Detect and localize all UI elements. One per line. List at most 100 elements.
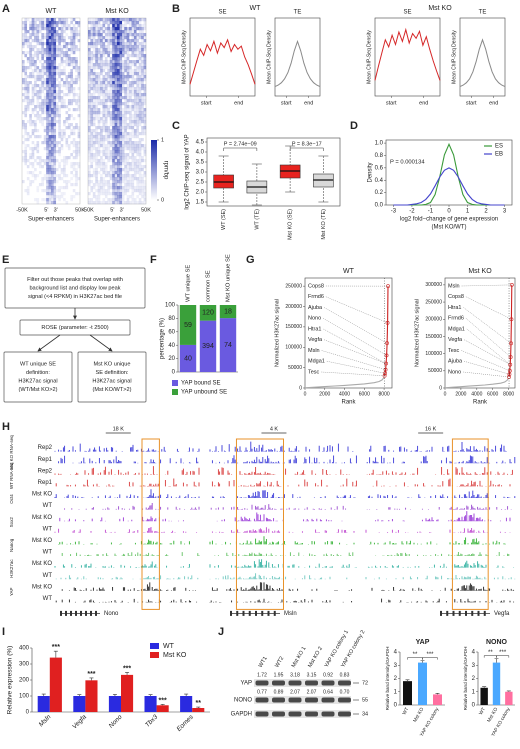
heatmap-cell xyxy=(41,183,44,187)
heatmap-cell xyxy=(63,99,66,103)
heatmap-cell xyxy=(72,138,76,142)
heatmap-cell xyxy=(131,132,135,136)
heatmap-cell xyxy=(53,60,57,64)
heatmap-cell xyxy=(131,24,135,28)
heatmap-cell xyxy=(41,189,44,193)
heatmap-cell xyxy=(67,108,71,112)
blot-band xyxy=(338,711,351,717)
heatmap-cell xyxy=(70,63,73,67)
track-signal xyxy=(55,478,200,487)
heatmap-cell xyxy=(141,168,144,172)
plot-title: TE xyxy=(294,10,302,16)
heatmap-cell xyxy=(143,78,147,82)
heatmap-cell xyxy=(129,156,132,160)
heatmap-cell xyxy=(109,21,113,25)
y-tick-label: 250000 xyxy=(285,283,302,289)
heatmap-cell xyxy=(58,108,61,112)
heatmap-cell xyxy=(92,78,96,82)
heatmap-cell xyxy=(51,99,54,103)
gene-exon xyxy=(267,610,270,616)
heatmap-cell xyxy=(102,120,106,124)
heatmap-cell xyxy=(88,144,91,148)
heatmap-cell xyxy=(112,18,115,22)
flow-text: signal (<4 RPKM) in H3K27ac bed file xyxy=(28,294,122,300)
heatmap-cell xyxy=(104,66,108,70)
heatmap-cell xyxy=(90,186,94,190)
heatmap-cell xyxy=(58,153,61,157)
heatmap-cell xyxy=(112,141,115,145)
heatmap-cell xyxy=(112,90,115,94)
heatmap-cell xyxy=(92,144,96,148)
heatmap-cell xyxy=(109,96,113,100)
heatmap-cell xyxy=(88,165,91,169)
heatmap-cell xyxy=(70,171,73,175)
heatmap-cell xyxy=(41,87,44,91)
heatmap-cell xyxy=(77,141,81,145)
heatmap-cell xyxy=(75,126,78,130)
heatmap-cell xyxy=(138,174,142,178)
x-tick-label: WT (TE) xyxy=(254,209,260,230)
heatmap-cell xyxy=(55,84,59,88)
heatmap-cell xyxy=(136,42,139,46)
heatmap-cell xyxy=(41,42,44,46)
heatmap-cell xyxy=(65,81,69,85)
heatmap-cell xyxy=(48,192,52,196)
heatmap-cell xyxy=(143,18,147,22)
heatmap-cell xyxy=(143,198,147,202)
heatmap-cell xyxy=(46,90,49,94)
heatmap-cell xyxy=(36,189,40,193)
heatmap-cell xyxy=(117,132,120,136)
heatmap-cell xyxy=(51,42,54,46)
heatmap-cell xyxy=(31,18,35,22)
heatmap-cell xyxy=(141,120,144,124)
bar xyxy=(37,696,50,712)
heatmap-cell xyxy=(41,39,44,43)
heatmap-cell xyxy=(124,42,127,46)
heatmap-cell xyxy=(88,132,91,136)
blot-band xyxy=(255,697,269,703)
heatmap-cell xyxy=(48,99,52,103)
heatmap-cell xyxy=(53,192,57,196)
heatmap-cell xyxy=(100,60,103,64)
heatmap-cell xyxy=(138,165,142,169)
track-label: WT xyxy=(43,596,53,602)
heatmap-cell xyxy=(29,63,32,67)
track-signal xyxy=(375,511,511,522)
error-bar xyxy=(184,693,189,696)
heatmap-cell xyxy=(43,99,47,103)
heatmap-cell xyxy=(104,123,108,127)
heatmap-cell xyxy=(136,87,139,91)
significance: ** xyxy=(196,700,202,707)
legend-label: ES xyxy=(495,144,503,150)
heatmap-cell xyxy=(29,114,32,118)
heatmap-cell xyxy=(104,27,108,31)
heatmap-cell xyxy=(119,192,123,196)
y-tick-label: 400 xyxy=(19,646,30,652)
x-tick-label: Mst KO (TE) xyxy=(321,209,327,240)
bar-segment xyxy=(219,318,237,372)
heatmap-cell xyxy=(60,168,64,172)
heatmap-cell xyxy=(119,144,123,148)
heatmap-cell xyxy=(107,189,110,193)
heatmap-cell xyxy=(124,141,127,145)
heatmap-cell xyxy=(97,48,101,52)
y-tick-label: 0 xyxy=(26,710,30,716)
heatmap-cell xyxy=(29,81,32,85)
heatmap-cell xyxy=(136,51,139,55)
heatmap-cell xyxy=(136,123,139,127)
heatmap-cell xyxy=(102,126,106,130)
heatmap-cell xyxy=(97,42,101,46)
heatmap-cell xyxy=(133,90,137,94)
bar xyxy=(433,694,442,705)
heatmap-cell xyxy=(114,138,118,142)
heatmap-cell xyxy=(141,159,144,163)
heatmap-cell xyxy=(36,96,40,100)
heatmap-cell xyxy=(102,168,106,172)
heatmap-cell xyxy=(133,63,137,67)
heatmap-cell xyxy=(136,117,139,121)
heatmap-cell xyxy=(29,27,32,31)
heatmap-cell xyxy=(124,174,127,178)
heatmap-cell xyxy=(34,126,37,130)
point xyxy=(383,371,387,376)
heatmap-cell xyxy=(60,51,64,55)
